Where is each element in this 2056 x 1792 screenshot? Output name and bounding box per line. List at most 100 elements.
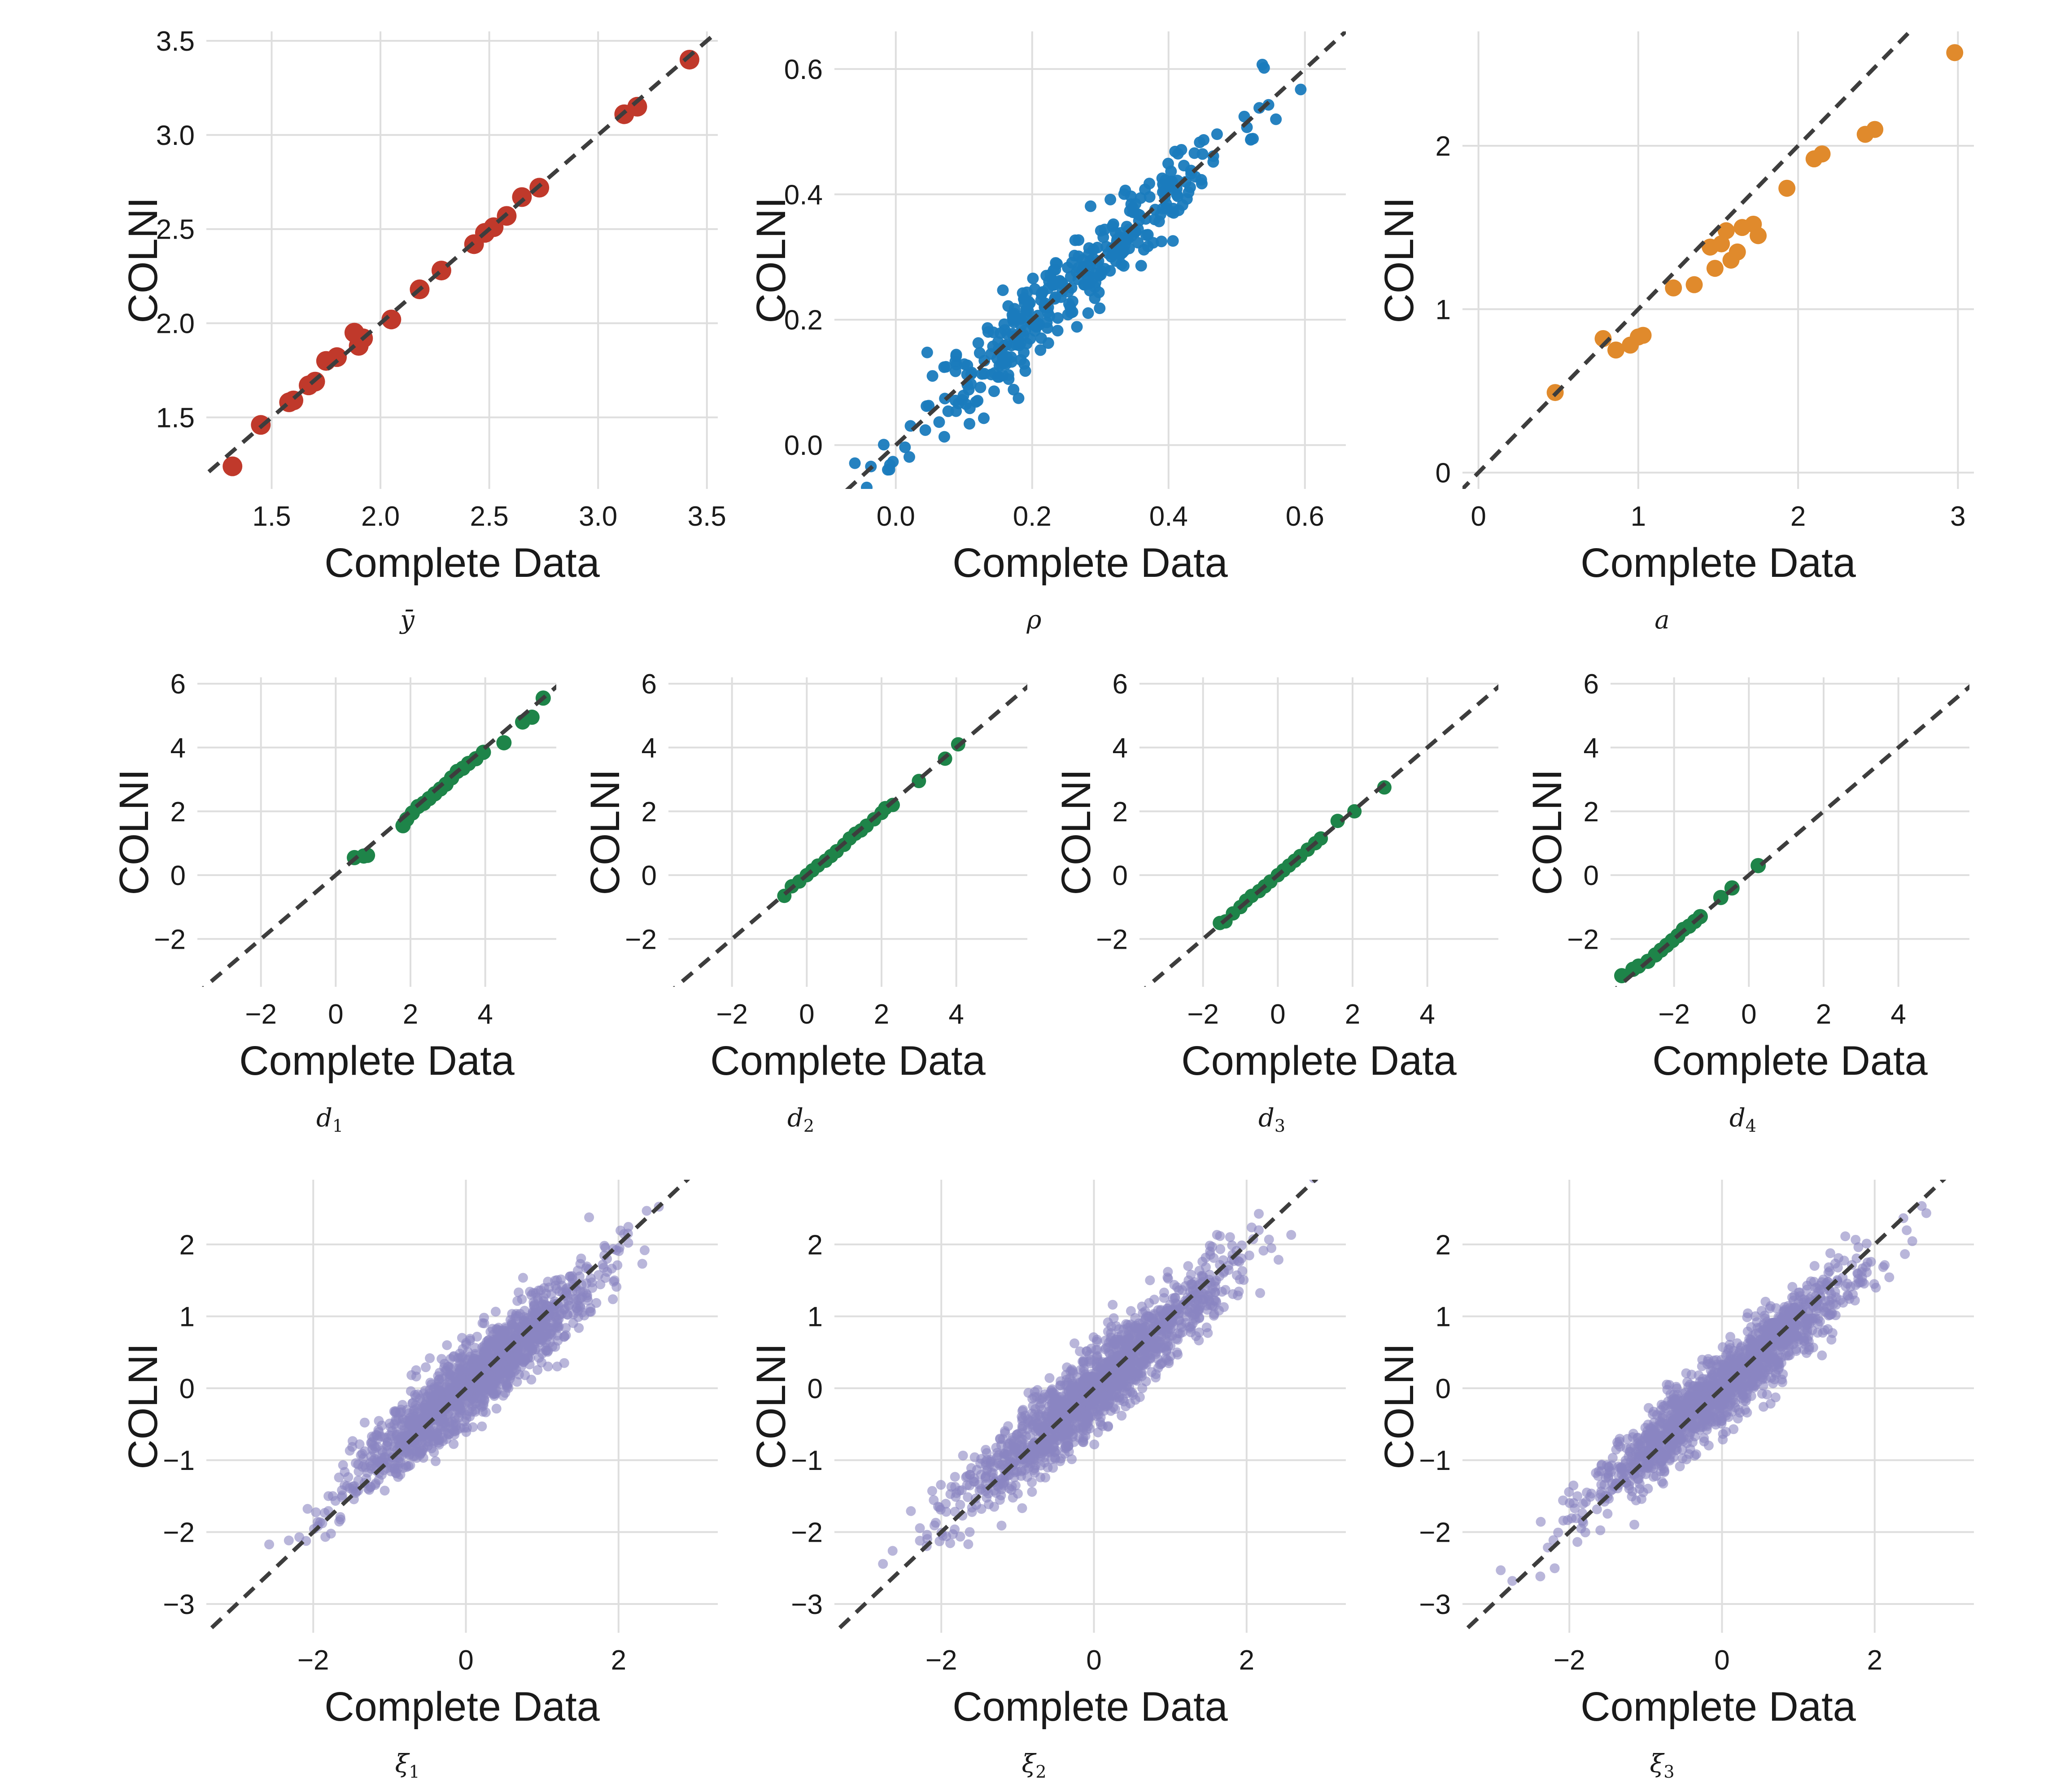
data-point	[1153, 215, 1165, 227]
x-axis-title: Complete Data	[324, 1684, 600, 1730]
data-point	[446, 1423, 456, 1434]
data-point	[338, 1460, 348, 1470]
caption-xi1-base: ξ	[395, 1749, 409, 1779]
data-point	[1902, 1225, 1912, 1235]
data-point	[1507, 1576, 1518, 1586]
y-tick-label: 1	[179, 1302, 195, 1333]
data-point	[1159, 174, 1171, 187]
data-point	[450, 1413, 460, 1423]
data-point	[1067, 1454, 1077, 1465]
data-point	[391, 1468, 401, 1478]
data-point	[929, 1520, 939, 1530]
data-point	[1842, 1278, 1852, 1289]
data-point	[1258, 1246, 1269, 1256]
data-point	[1069, 249, 1081, 262]
data-point	[981, 1445, 991, 1455]
data-point	[1127, 1387, 1137, 1398]
data-point	[1115, 258, 1127, 270]
y-axis-title: COLNI	[120, 1343, 166, 1469]
chart-xi2: −2 0 2 −3 −2 −1 0 1 2 Complete Data COLNI	[745, 1166, 1355, 1752]
x-tick-label: −2	[1187, 999, 1219, 1030]
data-point	[1197, 1271, 1208, 1281]
data-point	[363, 1483, 373, 1494]
data-point	[1536, 1517, 1546, 1527]
data-point	[1071, 321, 1083, 333]
y-tick-label: 0	[642, 860, 657, 891]
data-point	[1062, 309, 1074, 321]
data-point	[1082, 1346, 1092, 1356]
data-point	[1732, 1338, 1742, 1348]
data-point	[431, 1456, 441, 1466]
data-point	[554, 1314, 564, 1324]
data-point	[1052, 325, 1064, 337]
caption-d1: d1	[195, 1103, 464, 1136]
data-point	[1802, 1284, 1812, 1295]
data-point	[1750, 227, 1767, 244]
data-point	[996, 1521, 1007, 1531]
data-point	[992, 1448, 1002, 1458]
data-point	[1173, 204, 1185, 216]
data-point	[996, 1440, 1006, 1450]
gridlines	[1139, 677, 1498, 987]
y-axis-title: COLNI	[120, 197, 166, 323]
data-point	[427, 1443, 437, 1454]
data-point	[441, 1434, 452, 1444]
data-point	[302, 1504, 313, 1514]
data-point	[433, 1375, 444, 1385]
identity-line	[1615, 684, 1969, 987]
data-point	[927, 1486, 937, 1496]
data-point	[533, 1292, 543, 1303]
data-point	[1073, 234, 1085, 246]
data-point	[922, 1530, 932, 1540]
caption-ybar: ȳ	[400, 606, 415, 635]
data-point	[1061, 1426, 1071, 1437]
data-point	[609, 1277, 619, 1287]
y-tick-label: 0	[808, 1373, 823, 1404]
data-point	[1069, 1384, 1079, 1395]
data-point	[1871, 1282, 1881, 1293]
identity-line	[672, 684, 1027, 987]
y-tick-label: 3.0	[156, 120, 195, 151]
data-point	[1017, 1421, 1027, 1431]
data-point	[1109, 227, 1122, 239]
data-point	[327, 347, 347, 367]
data-point	[360, 847, 375, 863]
data-point	[1106, 1360, 1116, 1370]
data-point	[1634, 327, 1652, 344]
x-tick-label: 2	[874, 999, 889, 1030]
points	[1546, 44, 1964, 401]
data-point	[377, 1420, 387, 1430]
data-point	[1072, 262, 1084, 274]
data-point	[1809, 1261, 1820, 1271]
data-point	[950, 1472, 960, 1482]
data-point	[933, 416, 945, 428]
data-point	[1156, 235, 1168, 248]
chart-d3: −2 0 2 4 −2 0 2 4 6 Complete Data COLNI	[1050, 664, 1507, 1106]
x-tick-label: 4	[1419, 999, 1435, 1030]
data-point	[1126, 1329, 1137, 1339]
data-point	[477, 1421, 487, 1431]
points	[264, 1202, 664, 1550]
data-point	[572, 1265, 583, 1276]
data-point	[381, 310, 402, 330]
caption-d2-base: d	[787, 1103, 803, 1133]
data-point	[965, 1527, 975, 1537]
data-point	[389, 1406, 399, 1417]
data-point	[576, 1292, 587, 1303]
data-point	[1225, 1232, 1235, 1242]
data-point	[1592, 1504, 1602, 1514]
data-point	[1103, 1317, 1113, 1328]
data-point	[919, 424, 931, 436]
data-point	[1091, 1352, 1102, 1362]
data-point	[1165, 165, 1177, 177]
data-point	[1149, 204, 1161, 216]
data-point	[1043, 310, 1056, 322]
x-tick-label: 4	[477, 999, 493, 1030]
data-point	[1568, 1498, 1579, 1508]
y-tick-label: 2	[642, 797, 657, 828]
x-tick-label: 2.5	[470, 501, 509, 532]
data-point	[978, 368, 991, 380]
data-point	[1295, 83, 1307, 96]
data-point	[1203, 1328, 1213, 1338]
data-point	[967, 1507, 977, 1517]
